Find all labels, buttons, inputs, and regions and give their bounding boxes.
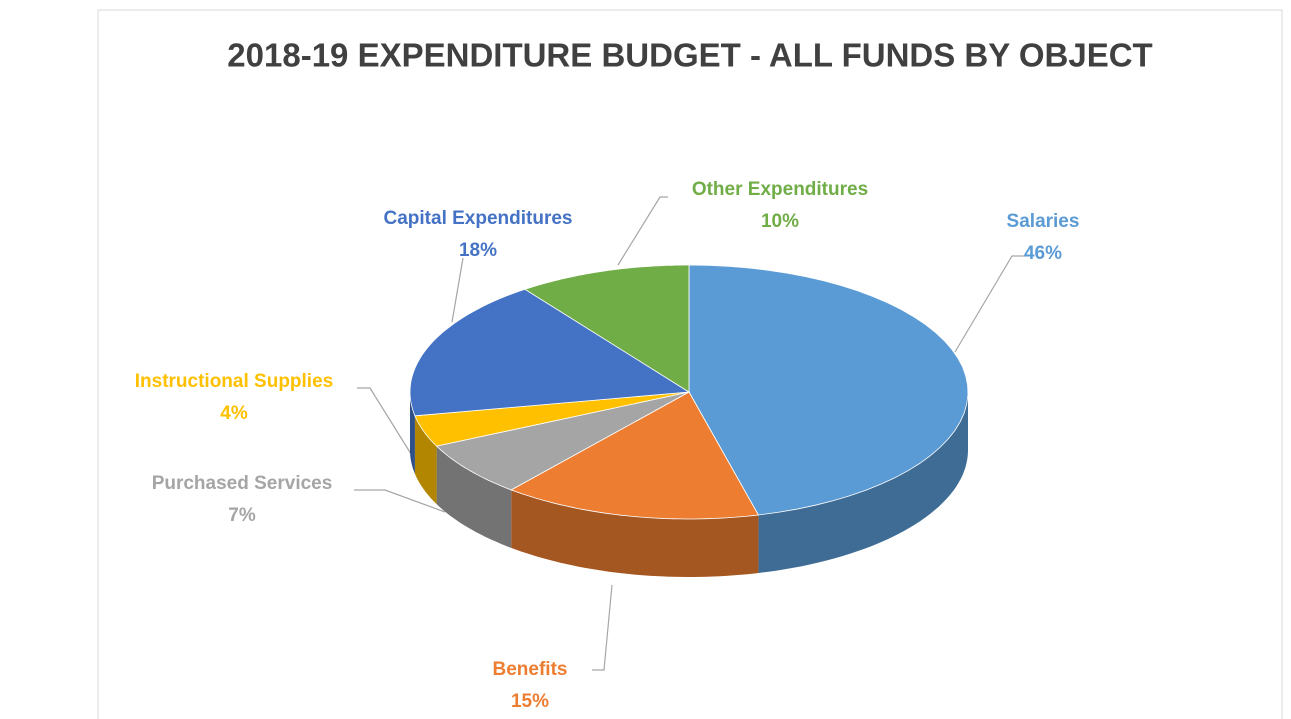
leader-line	[617, 196, 668, 266]
data-label-name: Salaries	[1007, 211, 1080, 232]
slice-side	[511, 489, 759, 577]
data-label-value: 46%	[1024, 243, 1062, 264]
leader-line	[592, 584, 613, 671]
slice	[409, 288, 691, 417]
slice-side	[410, 392, 415, 474]
slice-side	[758, 392, 968, 573]
data-label-value: 18%	[459, 240, 497, 261]
slice	[435, 391, 690, 491]
slice-side-shade	[414, 415, 437, 505]
data-label-value: 15%	[511, 691, 549, 712]
chart-title: 2018-19 EXPENDITURE BUDGET - ALL FUNDS B…	[227, 37, 1152, 74]
data-label-name: Purchased Services	[152, 473, 333, 494]
data-label-name: Instructional Supplies	[135, 371, 333, 392]
leader-line	[357, 387, 417, 463]
pie-top	[409, 264, 969, 520]
slice	[510, 391, 760, 520]
slice-side-shade	[511, 489, 759, 577]
data-label-value: 10%	[761, 211, 799, 232]
leader-lines	[354, 196, 1025, 671]
data-label-name: Capital Expenditures	[384, 208, 573, 229]
slice-side-shade	[758, 392, 968, 573]
slice	[688, 264, 969, 516]
slice-side	[414, 415, 437, 505]
slice-side	[436, 446, 512, 548]
data-label-value: 4%	[220, 403, 248, 424]
slice-side-shade	[436, 446, 512, 548]
data-label-name: Other Expenditures	[692, 179, 868, 200]
leader-line	[354, 489, 446, 513]
slice	[414, 391, 690, 447]
data-label-value: 7%	[228, 505, 256, 526]
data-label-name: Benefits	[493, 659, 568, 680]
leader-line	[954, 255, 1025, 353]
slice	[524, 264, 690, 393]
slice-side-shade	[410, 392, 415, 474]
pie-sides	[410, 392, 968, 577]
leader-line	[451, 257, 464, 323]
